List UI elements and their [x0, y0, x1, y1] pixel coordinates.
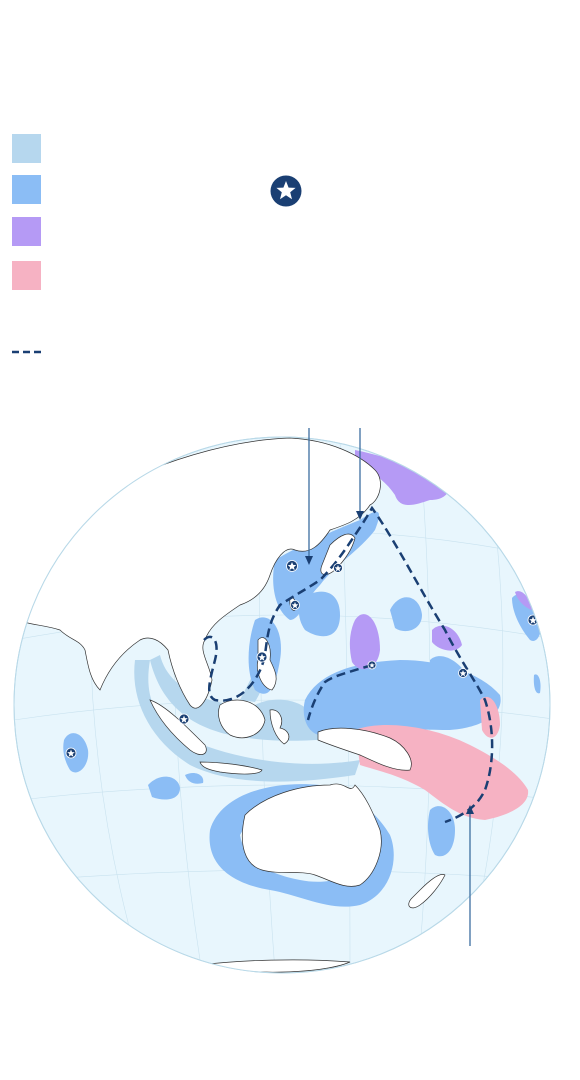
landmass-sulawesi: [269, 709, 290, 745]
landmass-borneo: [218, 699, 266, 739]
star-marker-icon: [333, 563, 343, 573]
legend-route-line: [12, 350, 44, 354]
route-line: [203, 505, 494, 824]
legend-swatch-zone-2: [12, 175, 41, 204]
star-marker-icon: [178, 713, 190, 725]
route-branch-line: [306, 663, 373, 721]
star-marker-icon: [367, 660, 377, 670]
land: [17, 437, 446, 973]
star-marker-icon: [286, 560, 298, 572]
legend-swatch-zone-4: [12, 261, 41, 290]
star-marker-icon: [256, 651, 268, 663]
landmass-java: [199, 761, 263, 775]
landmass-new-zealand: [408, 874, 446, 909]
landmass-new-guinea: [317, 727, 412, 771]
star-marker-icon: [290, 600, 300, 610]
callout-arrow: [305, 428, 313, 565]
globe-map: [13, 428, 551, 974]
callouts: [305, 428, 474, 946]
landmass-sumatra: [149, 699, 207, 755]
star-marker-icon: [458, 668, 468, 678]
landmass-japan: [320, 533, 356, 575]
map-legend: [0, 0, 580, 380]
zone-3-area: [349, 450, 532, 670]
legend-swatch-zone-1: [12, 134, 41, 163]
callout-arrow: [466, 805, 474, 946]
landmass-australia: [242, 783, 382, 887]
star-in-circle-icon: [270, 175, 302, 207]
legend-swatch-zone-3: [12, 217, 41, 246]
base-markers: [65, 560, 539, 759]
callout-arrow: [356, 428, 364, 520]
landmass-asia: [17, 437, 381, 709]
star-marker-icon: [65, 747, 77, 759]
